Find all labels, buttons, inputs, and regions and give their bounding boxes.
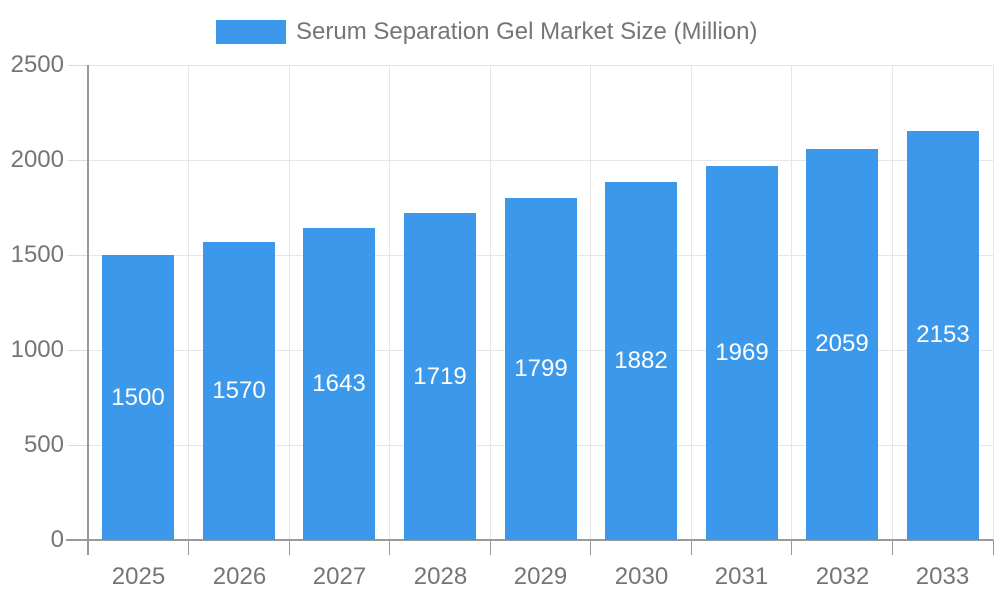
- y-axis-label: 1000: [10, 336, 64, 363]
- legend-label: Serum Separation Gel Market Size (Millio…: [296, 18, 758, 45]
- x-axis-line: [66, 539, 993, 541]
- bar-2027[interactable]: [303, 227, 375, 540]
- x-axis-tick: [791, 540, 793, 555]
- x-axis-label: 2028: [413, 563, 468, 590]
- bar-2030[interactable]: [605, 182, 677, 540]
- bar-value-label: 1570: [212, 376, 266, 404]
- bar-value-label: 1719: [413, 362, 467, 390]
- x-axis-label: 2030: [614, 563, 669, 590]
- y-axis-label: 0: [50, 526, 64, 553]
- bar-value-label: 2059: [815, 330, 869, 358]
- x-gridline: [690, 65, 692, 540]
- x-axis-label: 2031: [714, 563, 769, 590]
- x-axis-label: 2025: [111, 563, 166, 590]
- y-axis-tick: [68, 64, 88, 66]
- x-axis-tick: [489, 540, 491, 555]
- bar-value-label: 1799: [514, 355, 568, 383]
- x-axis-label: 2027: [312, 563, 367, 590]
- bar-2033[interactable]: [907, 130, 979, 540]
- x-axis-label: 2033: [915, 563, 970, 590]
- y-axis-tick: [68, 254, 88, 256]
- y-axis-line: [87, 65, 89, 555]
- legend-swatch: [216, 19, 286, 44]
- y-gridline: [88, 64, 993, 66]
- x-gridline: [891, 65, 893, 540]
- y-axis-tick: [68, 349, 88, 351]
- y-axis-label: 2000: [10, 146, 64, 173]
- y-axis-tick: [68, 444, 88, 446]
- x-gridline: [288, 65, 290, 540]
- x-axis-tick: [188, 540, 190, 555]
- bar-value-label: 1643: [312, 369, 366, 397]
- y-axis-tick: [68, 159, 88, 161]
- x-axis-tick: [590, 540, 592, 555]
- x-axis-tick: [992, 540, 994, 555]
- bar-2031[interactable]: [706, 165, 778, 540]
- bar-2025[interactable]: [102, 255, 174, 540]
- y-axis-label: 1500: [10, 241, 64, 268]
- bar-value-label: 1969: [715, 338, 769, 366]
- x-axis-label: 2032: [815, 563, 870, 590]
- x-axis-tick: [288, 540, 290, 555]
- bar-value-label: 1500: [111, 383, 165, 411]
- y-axis-label: 500: [23, 431, 64, 458]
- x-gridline: [791, 65, 793, 540]
- bar-2028[interactable]: [404, 213, 476, 540]
- x-gridline: [992, 65, 994, 540]
- bar-value-label: 2153: [916, 321, 970, 349]
- x-gridline: [389, 65, 391, 540]
- x-axis-tick: [891, 540, 893, 555]
- x-axis-tick: [690, 540, 692, 555]
- y-axis-label: 2500: [10, 51, 64, 78]
- x-axis-label: 2029: [513, 563, 568, 590]
- x-axis-label: 2026: [212, 563, 267, 590]
- bar-2032[interactable]: [806, 148, 878, 540]
- legend-item[interactable]: Serum Separation Gel Market Size (Millio…: [216, 19, 758, 44]
- bar-2026[interactable]: [203, 241, 275, 540]
- y-gridline: [88, 159, 993, 161]
- x-gridline: [489, 65, 491, 540]
- x-gridline: [590, 65, 592, 540]
- bar-value-label: 1882: [614, 347, 668, 375]
- x-axis-tick: [389, 540, 391, 555]
- x-gridline: [188, 65, 190, 540]
- bar-2029[interactable]: [505, 198, 577, 540]
